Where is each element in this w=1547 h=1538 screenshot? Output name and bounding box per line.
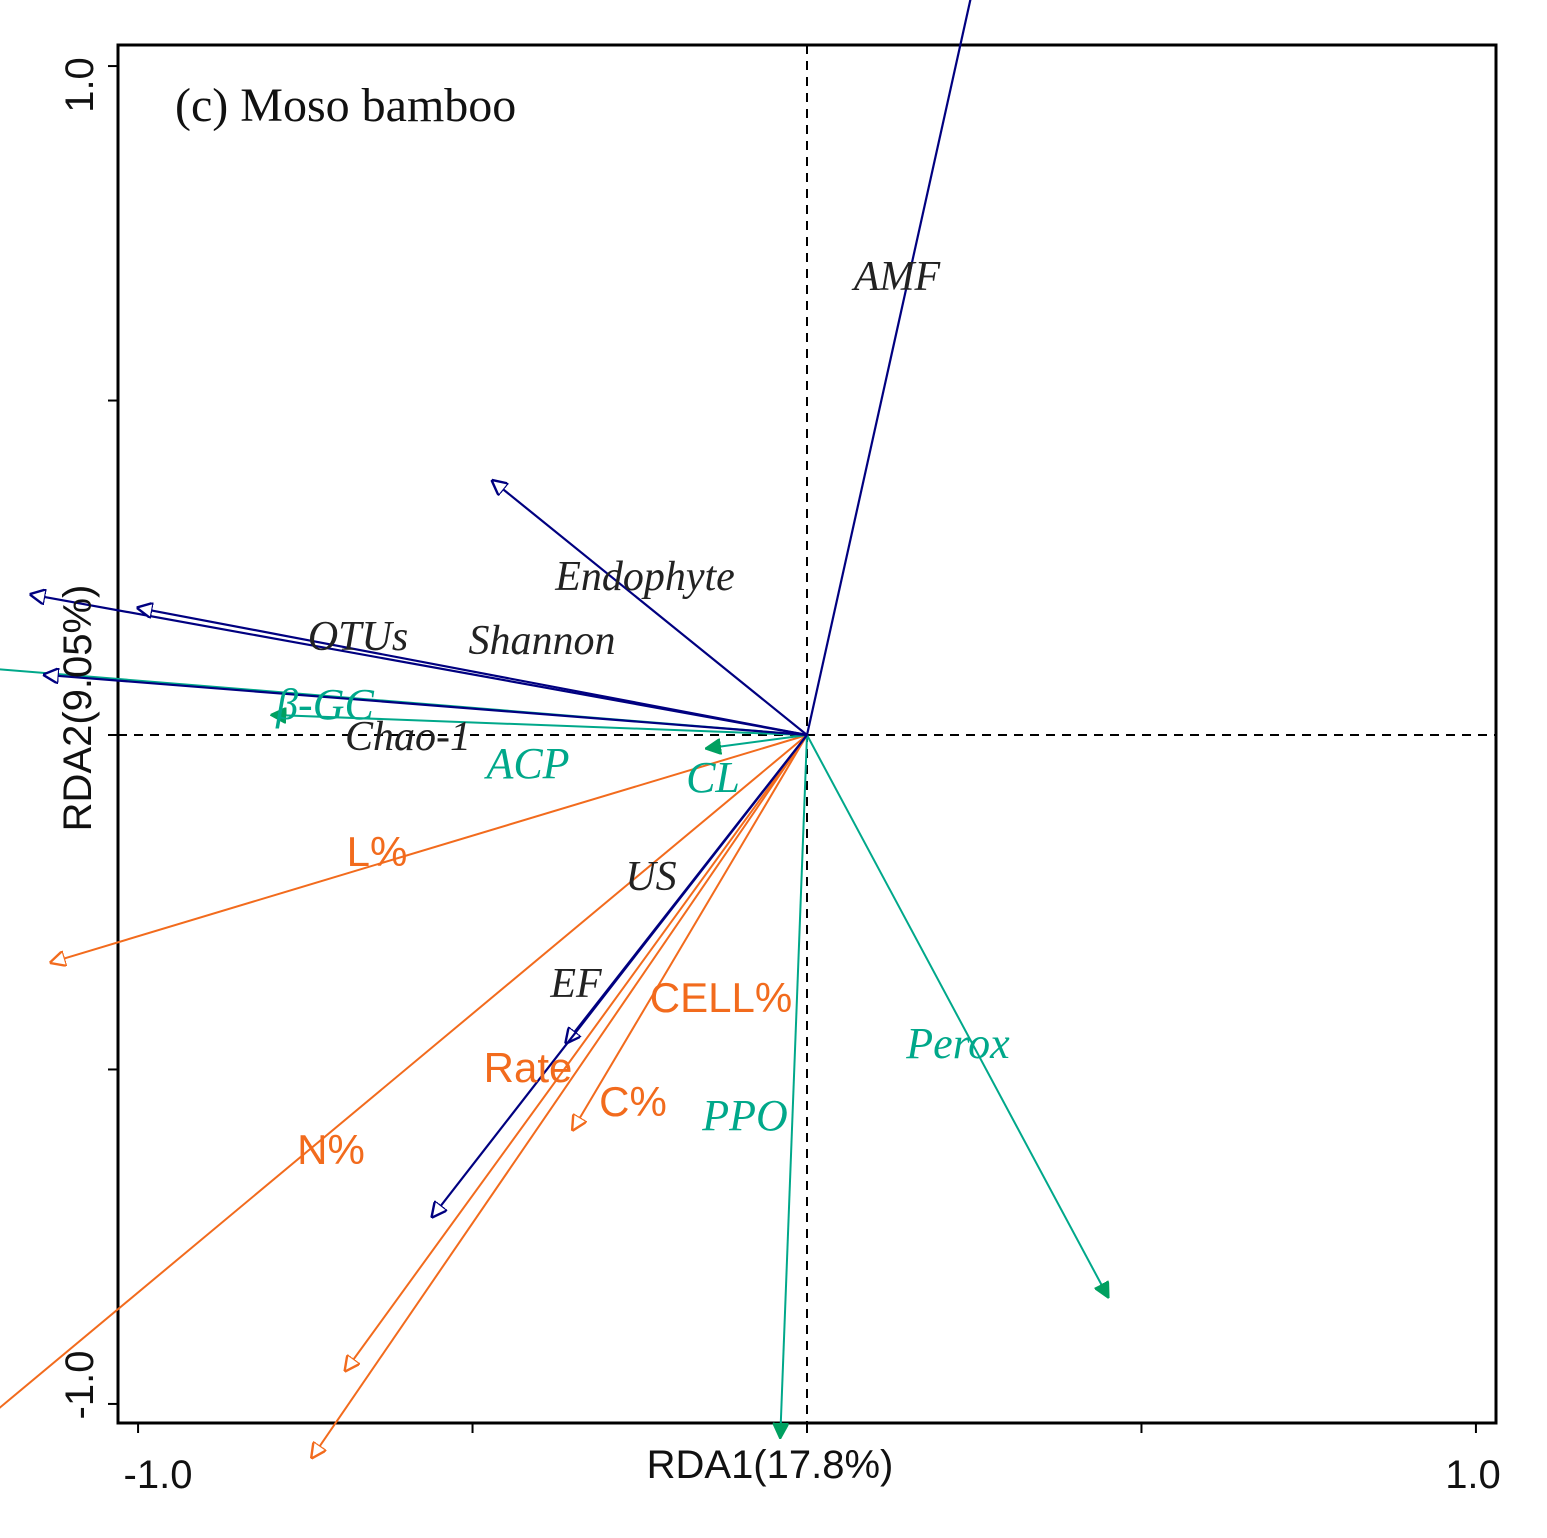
vector-label-rate: Rate [484, 1044, 573, 1091]
vector-label-b-gc: β-GC [275, 680, 374, 729]
vector-otus [31, 595, 808, 737]
vector-label-endophyte: Endophyte [554, 554, 735, 600]
vector-shannon [138, 608, 808, 737]
axis-ticks [108, 65, 1477, 1433]
vector-label-amf: AMF [851, 254, 941, 300]
vector-label-cell-pct: CELL% [650, 974, 792, 1021]
vector-label-perox: Perox [905, 1019, 1010, 1068]
y-axis-label: RDA2(9.05%) [56, 585, 100, 832]
vector-n-pct [0, 734, 808, 1409]
vector-ef [432, 734, 808, 1217]
vector-endophyte [493, 481, 808, 736]
vector-l-pct [51, 734, 808, 962]
x-tick-label-max: 1.0 [1445, 1453, 1501, 1497]
vector-perox [806, 734, 1108, 1297]
vector-acp [272, 715, 808, 736]
vector-label-l-pct: L% [347, 828, 408, 875]
vector-amf [805, 0, 972, 736]
chart-title: (c) Moso bamboo [175, 79, 516, 132]
vector-label-c-pct: C% [599, 1078, 667, 1125]
vector-label-shannon: Shannon [469, 618, 616, 664]
vector-rate [345, 734, 808, 1370]
vector-cell-pct [573, 734, 808, 1130]
vector-c-pct [312, 734, 808, 1457]
x-axis-label: RDA1(17.8%) [647, 1443, 894, 1487]
x-tick-label-min: -1.0 [124, 1453, 193, 1497]
vector-label-acp: ACP [483, 739, 569, 788]
vector-label-otus: OTUs [308, 614, 408, 660]
vector-label-us: US [625, 854, 676, 900]
vector-label-n-pct: N% [297, 1126, 365, 1173]
vector-label-ppo: PPO [701, 1091, 788, 1140]
vectors-layer [0, 0, 1108, 1504]
vector-label-chao-1: Chao-1 [345, 714, 471, 760]
vector-label-ef: EF [549, 961, 602, 1007]
vector-cl [707, 734, 808, 748]
vector-label-cl: CL [686, 753, 740, 802]
vector-labels: AMF Endophyte OTUs Shannon Chao-1 US EF … [275, 254, 1010, 1173]
vector-chao-1 [44, 675, 808, 737]
y-tick-label-max: 1.0 [58, 57, 102, 113]
y-tick-label-min: -1.0 [58, 1351, 102, 1420]
vector-ppo [780, 734, 808, 1437]
